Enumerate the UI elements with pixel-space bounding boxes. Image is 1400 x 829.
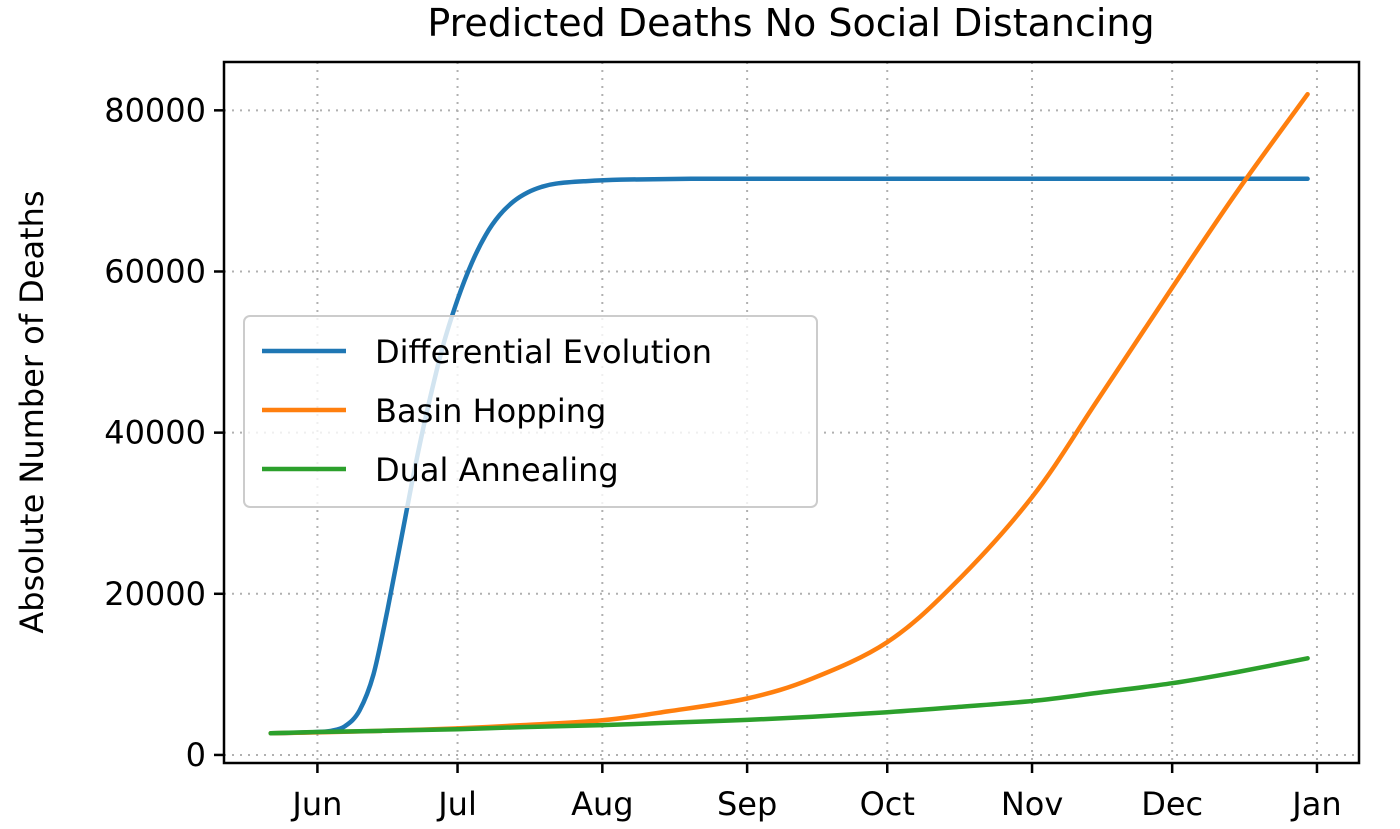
y-axis: 0 20000 40000 60000 80000 xyxy=(104,91,224,774)
chart-title: Predicted Deaths No Social Distancing xyxy=(427,1,1154,45)
y-tick-label-1: 20000 xyxy=(104,575,206,613)
x-axis: Jun Jul Aug Sep Oct Nov Dec Jan xyxy=(290,763,1342,823)
legend-box xyxy=(243,315,818,508)
y-tick-label-4: 80000 xyxy=(104,91,206,129)
y-tick-label-0: 0 xyxy=(186,736,206,774)
grid xyxy=(224,62,1359,763)
y-tick-label-2: 40000 xyxy=(104,414,206,452)
x-tick-label-5: Nov xyxy=(1001,785,1063,823)
x-tick-label-2: Aug xyxy=(571,785,633,823)
x-tick-label-1: Jul xyxy=(436,785,477,823)
legend-label-0: Differential Evolution xyxy=(375,333,712,371)
legend: Differential Evolution Basin Hopping Dual … xyxy=(243,315,818,508)
x-tick-label-7: Jan xyxy=(1290,785,1341,823)
series-line-0 xyxy=(268,176,1310,736)
legend-label-2: Dual Annealing xyxy=(375,451,619,489)
y-axis-label: Absolute Number of Deaths xyxy=(13,190,51,633)
x-tick-label-0: Jun xyxy=(290,785,342,823)
x-tick-label-6: Dec xyxy=(1141,785,1203,823)
y-tick-label-3: 60000 xyxy=(104,252,206,290)
x-tick-label-3: Sep xyxy=(717,785,777,823)
series-lines xyxy=(268,91,1310,736)
legend-label-1: Basin Hopping xyxy=(375,392,606,430)
series-line-2 xyxy=(268,656,1310,736)
plot-frame xyxy=(222,60,1361,765)
x-tick-label-4: Oct xyxy=(860,785,915,823)
